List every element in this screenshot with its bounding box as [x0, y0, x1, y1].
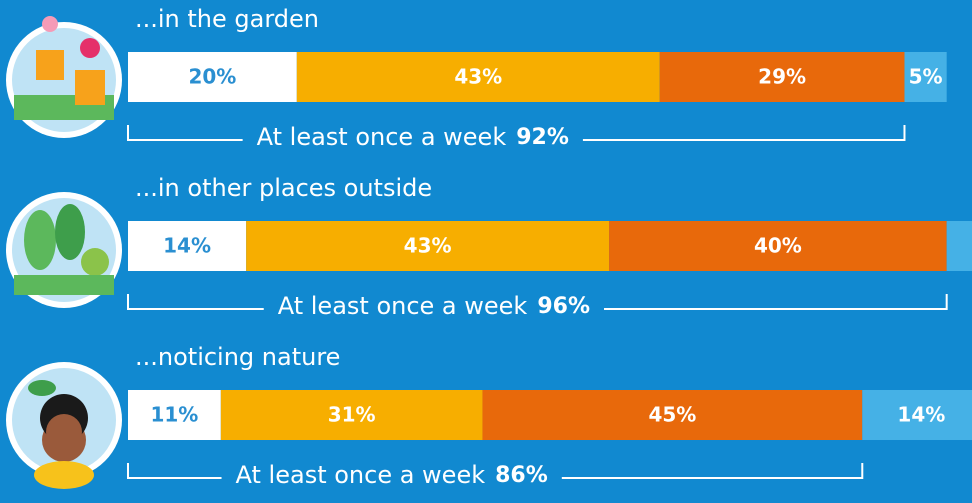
summary-value: 96% — [537, 294, 590, 319]
value-label: 20% — [188, 65, 236, 89]
icon-nature — [6, 362, 122, 489]
summary-value: 86% — [495, 463, 548, 488]
chart: ...in the garden 20% 43% 29% 5% At least once… — [0, 0, 972, 503]
summary-label: At least once a week — [257, 123, 507, 151]
row-title: ...noticing nature — [135, 343, 340, 371]
row-title: ...in other places outside — [135, 174, 432, 202]
value-label: 5% — [909, 65, 943, 89]
summary-label: At least once a week — [236, 461, 486, 489]
icon-outside — [6, 192, 122, 308]
value-label: 14% — [897, 403, 945, 427]
value-label: 14% — [163, 234, 211, 258]
value-label: 31% — [328, 403, 376, 427]
summary-value: 92% — [516, 125, 569, 150]
bar-segment — [947, 221, 972, 271]
icon-garden — [6, 16, 122, 138]
summary-label: At least once a week — [278, 292, 528, 320]
value-label: 45% — [648, 403, 696, 427]
value-label: 11% — [150, 403, 198, 427]
value-label: 43% — [404, 234, 452, 258]
value-label: 29% — [758, 65, 806, 89]
value-label: 40% — [754, 234, 802, 258]
row-title: ...in the garden — [135, 5, 319, 33]
value-label: 43% — [454, 65, 502, 89]
